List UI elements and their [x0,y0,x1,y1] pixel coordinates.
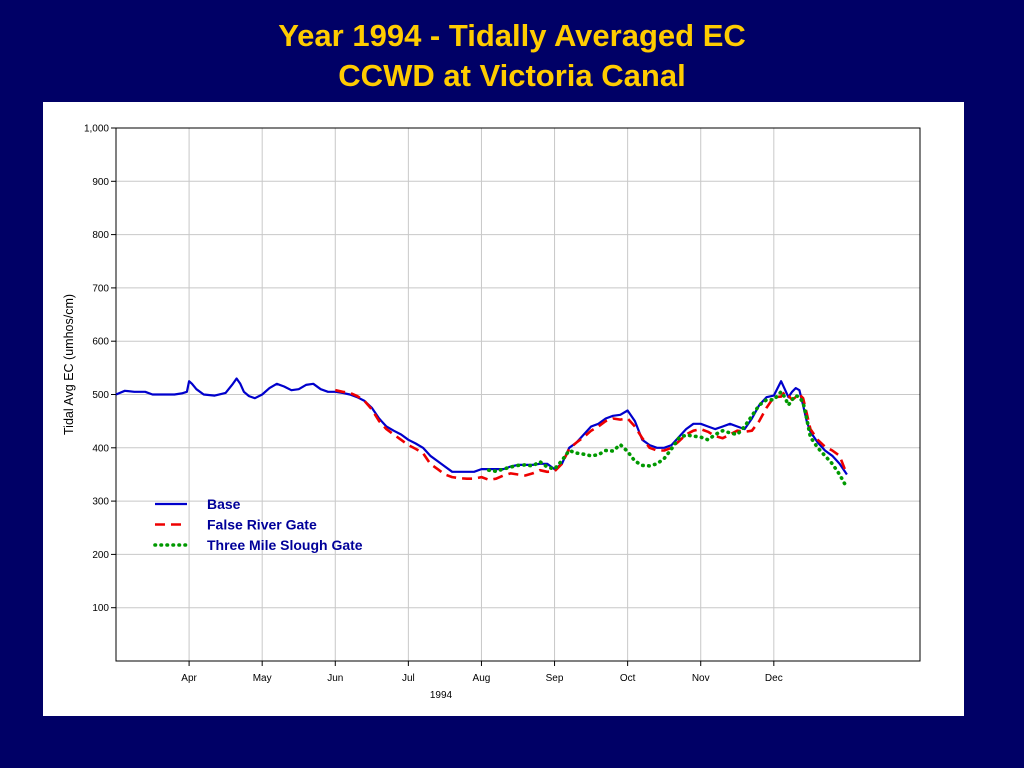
y-tick-label: 1,000 [84,124,109,135]
x-tick-label: Aug [473,673,491,684]
y-tick-label: 400 [92,443,109,454]
x-tick-label: Nov [692,673,710,684]
slide-title: Year 1994 - Tidally Averaged EC CCWD at … [0,16,1024,96]
y-tick-label: 600 [92,337,109,348]
chart-axes: 100 200 300 400 500 600 700 800 900 1,000 Apr May Ju… [84,124,783,685]
legend-label-2: False River Gate [207,517,317,533]
x-axis-label: 1994 [430,690,453,701]
series-line-2 [335,388,849,482]
y-tick-label: 900 [92,177,109,188]
y-tick-label: 700 [92,283,109,294]
y-axis-label: Tidal Avg EC (umhos/cm) [62,294,76,435]
chart-legend: Base False River Gate Three Mile Slough Ga… [153,496,363,553]
x-tick-label: Dec [765,673,783,684]
chart-panel: 100 200 300 400 500 600 700 800 900 1,000 Apr May Ju… [43,102,964,716]
y-tick-label: 100 [92,603,109,614]
y-tick-label: 500 [92,390,109,401]
legend-label-1: Base [207,496,241,512]
slide-title-line-2: CCWD at Victoria Canal [338,58,686,93]
legend-label-3: Three Mile Slough Gate [207,537,363,553]
y-tick-label: 300 [92,497,109,508]
chart-grid [116,127,920,661]
x-tick-label: Sep [546,673,564,684]
x-tick-label: May [253,673,272,684]
x-tick-label: Oct [620,673,636,684]
x-tick-label: Apr [181,673,197,684]
y-tick-label: 800 [92,230,109,241]
x-tick-label: Jul [402,673,415,684]
x-tick-label: Jun [327,673,343,684]
y-tick-label: 200 [92,550,109,561]
chart-series [115,377,849,490]
series-line-3 [486,389,849,490]
slide-title-line-1: Year 1994 - Tidally Averaged EC [278,18,746,53]
line-chart: 100 200 300 400 500 600 700 800 900 1,000 Apr May Ju… [62,124,921,701]
